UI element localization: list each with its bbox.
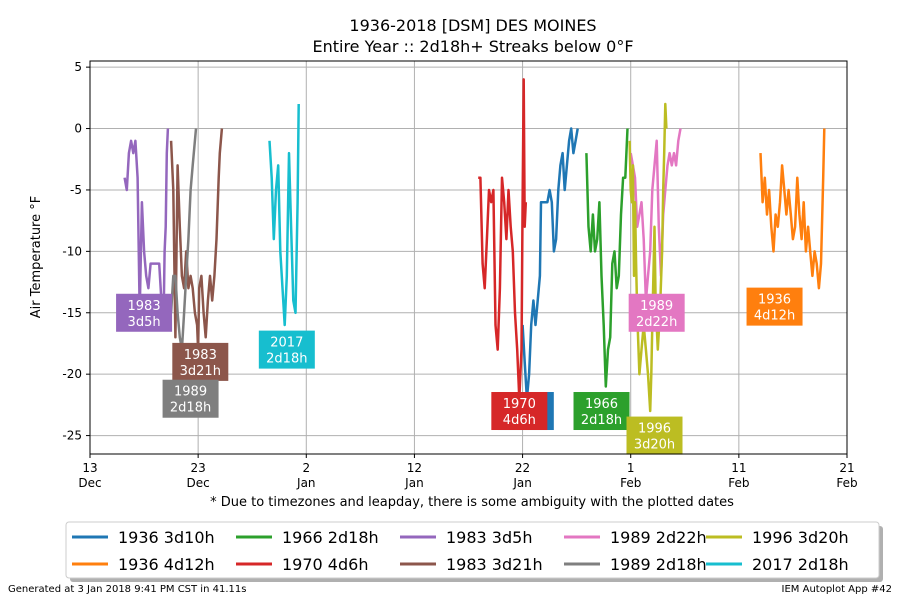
chart-subtitle: Entire Year :: 2d18h+ Streaks below 0°F bbox=[312, 37, 633, 56]
series-line-0 bbox=[521, 127, 579, 400]
series-label-text: 1989 2d22h bbox=[636, 299, 677, 330]
series-line-1 bbox=[759, 128, 826, 290]
series-label-box bbox=[626, 416, 683, 455]
legend-label: 1989 2d18h bbox=[610, 555, 707, 574]
legend-item-4: 1983 3d5h bbox=[400, 528, 532, 547]
series-line-2 bbox=[585, 128, 629, 388]
legend-item-7: 1989 2d18h bbox=[564, 555, 707, 574]
legend-item-9: 2017 2d18h bbox=[706, 555, 849, 574]
footer-generated-text: Generated at 3 Jan 2018 9:41 PM CST in 4… bbox=[8, 584, 247, 595]
legend-item-0: 1936 3d10h bbox=[72, 528, 215, 547]
series-line-3 bbox=[478, 78, 528, 400]
legend-item-5: 1983 3d21h bbox=[400, 555, 543, 574]
series-line-7 bbox=[167, 128, 198, 351]
y-axis-label: Air Temperature °F bbox=[29, 196, 44, 318]
legend-label: 1983 3d5h bbox=[446, 528, 532, 547]
x-tick-label: 11 Feb bbox=[728, 461, 749, 490]
x-axis: 13 Dec 23 Dec 2 Jan 12 Jan 22 Jan 1 Feb 11 Feb 21 Feb bbox=[78, 454, 858, 490]
plot-area-frame bbox=[89, 60, 848, 455]
series-label-8: 1996 3d20h bbox=[626, 416, 683, 455]
legend-item-6: 1989 2d22h bbox=[564, 528, 707, 547]
series-label-box bbox=[573, 392, 630, 431]
series-label-6: 1989 2d22h bbox=[628, 293, 685, 332]
x-axis-label: * Due to timezones and leapday, there is… bbox=[210, 495, 734, 510]
footer-app-label: IEM Autoplot App #42 bbox=[781, 584, 892, 595]
series-label-5: 1983 3d21h bbox=[172, 342, 229, 381]
series-label-box bbox=[491, 392, 548, 431]
series-line-5 bbox=[169, 128, 224, 351]
series-line-9 bbox=[268, 103, 300, 327]
chart-title: 1936-2018 [DSM] DES MOINES bbox=[349, 16, 596, 35]
legend-label: 1936 4d12h bbox=[118, 555, 215, 574]
legend-items: 1936 3d10h 1936 4d12h 1966 2d18h 1970 4d6h 1… bbox=[72, 528, 849, 574]
series-label-2: 1966 2d18h bbox=[573, 392, 630, 431]
y-axis: 5 0 -5 -10 -15 -20 -25 bbox=[62, 60, 90, 443]
x-tick-label: 12 Jan bbox=[404, 461, 424, 490]
y-tick-label: 0 bbox=[74, 122, 82, 136]
series-label-box bbox=[116, 293, 173, 332]
y-tick-label: -5 bbox=[70, 183, 82, 197]
series-label-text: 2017 2d18h bbox=[266, 336, 307, 367]
series-label-layer: 19363d10h19364d12h19662d18h19704d6h19833… bbox=[116, 287, 803, 455]
series-label-box bbox=[258, 330, 315, 369]
legend-label: 1996 3d20h bbox=[752, 528, 849, 547]
y-tick-label: -15 bbox=[62, 306, 82, 320]
series-label-box bbox=[172, 342, 229, 381]
series-label-1: 1936 4d12h bbox=[746, 287, 803, 326]
y-tick-label: -20 bbox=[62, 367, 82, 381]
x-tick-label: 1 Feb bbox=[620, 461, 641, 490]
legend-label: 1983 3d21h bbox=[446, 555, 543, 574]
y-tick-label: -25 bbox=[62, 429, 82, 443]
x-tick-label: 22 Jan bbox=[512, 461, 532, 490]
legend-label: 1989 2d22h bbox=[610, 528, 707, 547]
series-label-9: 2017 2d18h bbox=[258, 330, 315, 369]
legend-item-2: 1966 2d18h bbox=[236, 528, 379, 547]
series-label-text: 1936 4d12h bbox=[754, 293, 795, 324]
series-line-8 bbox=[628, 102, 668, 413]
series-label-box bbox=[162, 379, 219, 418]
legend-label: 1936 3d10h bbox=[118, 528, 215, 547]
legend-label: 1966 2d18h bbox=[282, 528, 379, 547]
y-tick-label: 5 bbox=[74, 60, 82, 74]
legend: 1936 3d10h 1936 4d12h 1966 2d18h 1970 4d6h 1… bbox=[65, 521, 883, 582]
series-label-text: 1983 3d21h bbox=[180, 348, 221, 379]
series-label-text: 1983 3d5h bbox=[128, 299, 161, 330]
x-tick-label: 21 Feb bbox=[836, 461, 857, 490]
series-label-text: 1989 2d18h bbox=[170, 385, 211, 416]
x-tick-label: 2 Jan bbox=[296, 461, 316, 490]
series-label-4: 1983 3d5h bbox=[116, 293, 173, 332]
series-line-6 bbox=[629, 128, 682, 302]
series-label-box bbox=[746, 287, 803, 326]
legend-item-8: 1996 3d20h bbox=[706, 528, 849, 547]
series-label-text: 1970 4d6h bbox=[503, 397, 536, 428]
series-layer bbox=[123, 78, 826, 413]
legend-label: 2017 2d18h bbox=[752, 555, 849, 574]
legend-label: 1970 4d6h bbox=[282, 555, 368, 574]
series-label-7: 1989 2d18h bbox=[162, 379, 219, 418]
series-label-text: 1996 3d20h bbox=[634, 422, 675, 453]
x-tick-label: 23 Dec bbox=[187, 461, 210, 490]
series-label-3: 1970 4d6h bbox=[491, 392, 548, 431]
legend-item-1: 1936 4d12h bbox=[72, 555, 215, 574]
legend-item-3: 1970 4d6h bbox=[236, 555, 368, 574]
y-tick-label: -10 bbox=[62, 244, 82, 258]
x-tick-label: 13 Dec bbox=[78, 461, 101, 490]
series-label-text: 1966 2d18h bbox=[581, 397, 622, 428]
series-label-box bbox=[628, 293, 685, 332]
